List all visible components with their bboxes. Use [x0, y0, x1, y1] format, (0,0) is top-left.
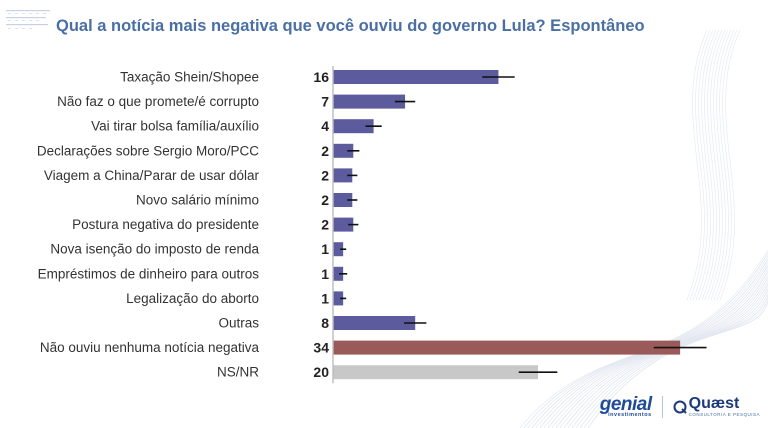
category-label: Novo salário mínimo [136, 193, 259, 208]
genial-logo: genial investimentos [600, 395, 652, 419]
category-label: Postura negativa do presidente [72, 217, 259, 232]
bar [333, 291, 344, 306]
bar [333, 119, 374, 134]
quaest-logo-subtext: CONSULTORIA E PESQUISA [688, 412, 760, 418]
category-label: Viagem a China/Parar de usar dólar [44, 168, 260, 183]
bar [333, 70, 499, 84]
bar [333, 340, 681, 355]
data-label: 20 [313, 364, 329, 380]
bar [333, 168, 353, 183]
bar [333, 94, 406, 109]
chart-title: Qual a notícia mais negativa que você ou… [56, 17, 645, 35]
data-label: 4 [321, 118, 329, 134]
data-label: 34 [313, 340, 329, 356]
category-label: Declarações sobre Sergio Moro/PCC [37, 143, 259, 158]
category-label: NS/NR [217, 365, 259, 380]
category-label: Não ouviu nenhuma notícia negativa [40, 340, 260, 355]
data-label: 2 [321, 192, 329, 208]
brand-logos: genial investimentos Quæst CONSULTORIA E… [600, 394, 760, 420]
bar [333, 242, 344, 257]
dot-grid-logo-icon [6, 10, 50, 29]
data-label: 2 [321, 217, 329, 233]
category-label: Legalização do aborto [126, 291, 259, 306]
data-label: 2 [321, 167, 329, 183]
data-label: 1 [321, 266, 329, 282]
data-label: 1 [321, 290, 329, 306]
bar [333, 193, 353, 207]
bar [333, 217, 354, 232]
category-label: Vai tirar bolsa família/auxílio [91, 119, 259, 134]
bar [333, 266, 344, 281]
data-label: 2 [321, 143, 329, 159]
bar [333, 365, 539, 380]
data-label: 7 [321, 94, 329, 110]
category-label: Outras [218, 316, 259, 331]
data-label: 1 [321, 241, 329, 257]
quaest-logo-text: Quæst [688, 395, 740, 413]
bar [333, 316, 416, 330]
bar [333, 143, 354, 158]
genial-logo-subtext: investimentos [608, 412, 652, 419]
quaest-mark-icon [673, 400, 687, 414]
genial-logo-text: genial [599, 394, 652, 416]
data-label: 8 [321, 315, 329, 331]
brand-divider [661, 396, 663, 418]
quaest-logo: Quæst CONSULTORIA E PESQUISA [673, 396, 760, 418]
category-label: Nova isenção do imposto de renda [50, 242, 259, 257]
category-label: Empréstimos de dinheiro para outros [38, 266, 260, 281]
data-label: 16 [313, 69, 329, 85]
category-label: Taxação Shein/Shopee [120, 70, 259, 85]
category-label: Não faz o que promete/é corrupto [57, 94, 259, 109]
